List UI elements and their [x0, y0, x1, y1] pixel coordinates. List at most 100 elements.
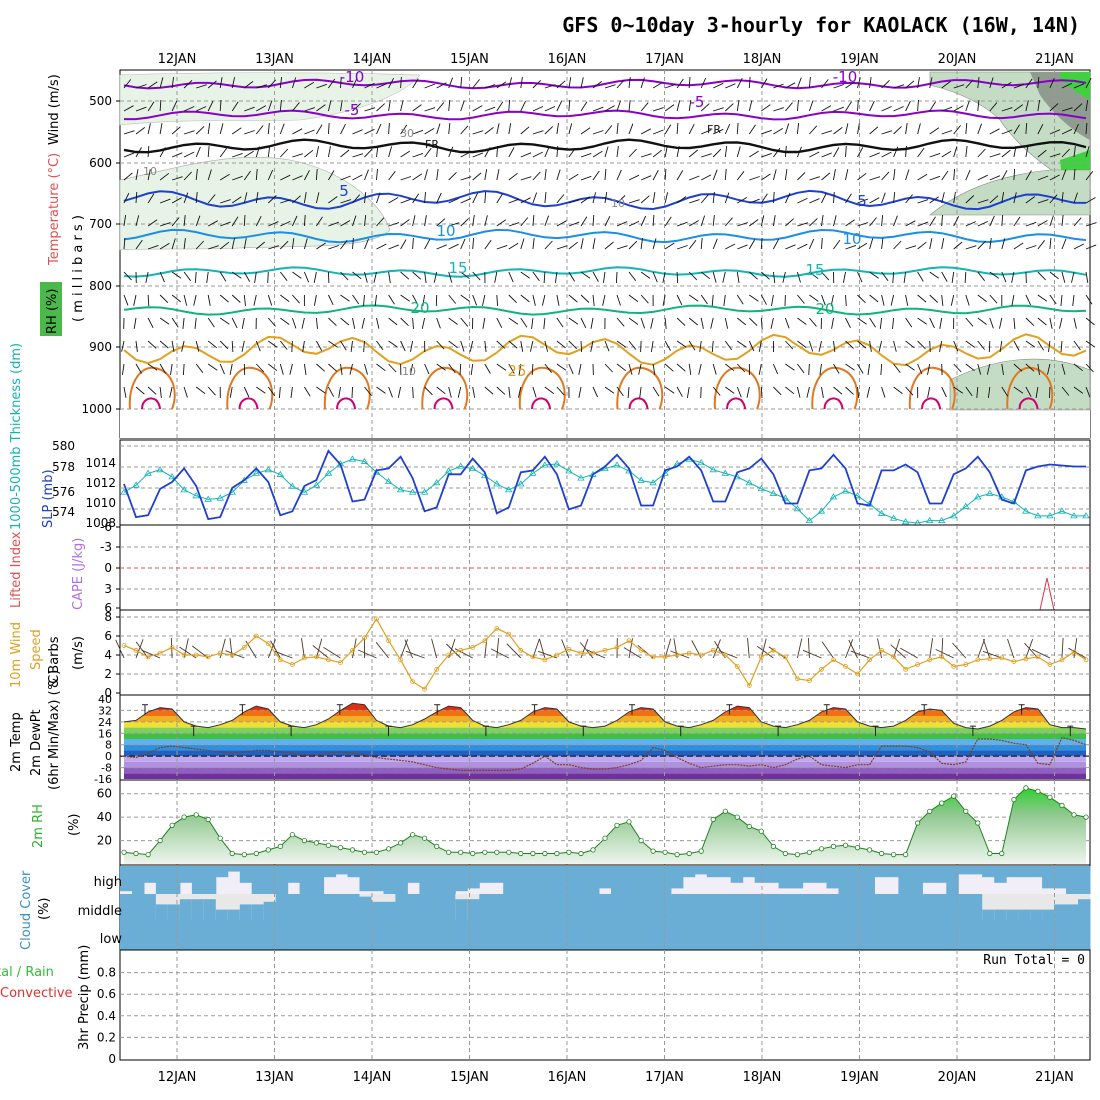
cloud-middle-bar: [347, 894, 360, 920]
wind-barb: [676, 100, 681, 112]
wind-barb: [736, 386, 742, 398]
wind-barb: [232, 152, 243, 158]
wind-barb: [496, 169, 500, 181]
wind-barb: [532, 171, 541, 181]
rh2m-point: [421, 835, 428, 841]
rh2m-point: [265, 847, 271, 853]
thickness-point: [517, 480, 525, 487]
wind-barb: [580, 317, 587, 329]
wind-barb: [941, 271, 948, 282]
cloud-middle-bar: [874, 894, 887, 920]
wind-barb: [797, 294, 805, 304]
cloud-middle-bar: [886, 894, 899, 920]
rh2m-point: [770, 843, 777, 850]
y-tick-label: 500: [89, 94, 112, 108]
wind-barb: [761, 152, 772, 158]
wind10m-point: [289, 662, 295, 667]
wind-barb: [376, 317, 380, 329]
cloud-middle-fill: [1078, 899, 1091, 920]
wind-barb: [724, 340, 733, 351]
cloud-middle-bar: [766, 894, 780, 920]
cloud-low-bar: [778, 920, 792, 950]
wind-barb: [941, 192, 945, 204]
wind-barb: [724, 317, 729, 329]
temp-tick: -8: [101, 762, 112, 775]
cloud-middle-bar: [611, 894, 624, 920]
rh2m-point: [650, 848, 656, 854]
wind-barb: [857, 99, 859, 112]
wind-barb: [159, 172, 170, 181]
cloud-level-label: high: [94, 875, 122, 890]
wind-barb: [327, 271, 330, 284]
wind-barb: [194, 271, 197, 284]
wind-barb: [121, 340, 125, 352]
wind-barb: [241, 317, 245, 329]
wind-barb: [195, 340, 200, 352]
wind-barb: [929, 340, 931, 353]
cloud-low-bar: [874, 920, 887, 950]
wind-barb: [460, 317, 469, 327]
wind-barb: [1037, 100, 1041, 112]
wind-barb: [171, 176, 183, 181]
wind-barb: [196, 106, 207, 112]
wind-barb: [472, 271, 481, 281]
wind-barb: [689, 199, 700, 204]
wind-barb: [304, 129, 315, 135]
thickness-point: [577, 474, 585, 481]
wind-barb: [520, 271, 531, 279]
wind-barb: [640, 238, 643, 250]
rh2m-point: [470, 850, 476, 857]
wind-barb: [327, 294, 334, 306]
wind-barb: [388, 317, 398, 326]
precip-tick: 0.2: [97, 1030, 116, 1044]
wind-barb: [881, 271, 889, 282]
cloud-low-bar: [826, 920, 839, 950]
wind-barb: [796, 271, 801, 283]
wind-barb: [182, 363, 185, 376]
wind-barb: [676, 340, 687, 348]
run-total-label: Run Total = 0: [983, 953, 1085, 968]
wind-barb: [1001, 149, 1011, 158]
wind-barb: [724, 103, 734, 112]
wind-barb: [171, 238, 176, 250]
cloud-high-bar: [838, 866, 851, 894]
wind-barb: [207, 169, 212, 181]
wind-barb: [1037, 76, 1040, 89]
cloud-middle-fill: [167, 904, 181, 920]
rh2m-point: [975, 820, 981, 826]
wind-barb: [133, 317, 137, 329]
wind-barb: [231, 317, 238, 329]
wind-barb: [520, 340, 524, 352]
cloud-low-bar: [311, 920, 325, 950]
wind-barb: [712, 238, 718, 250]
wind-barb: [905, 145, 907, 158]
wind-barb: [1049, 174, 1060, 181]
wind-barb: [1085, 77, 1092, 89]
wind-barb: [388, 340, 398, 348]
wind-barb: [135, 169, 139, 181]
wind-barb: [388, 271, 391, 283]
cloud-low-bar: [371, 920, 384, 950]
wind-barb: [1037, 294, 1048, 302]
cloud-low-bar: [539, 920, 552, 950]
wind-barb: [171, 77, 175, 89]
wind-barb: [388, 171, 396, 181]
wind-barb: [520, 197, 531, 204]
wind-barb: [529, 340, 534, 352]
wind-barb: [640, 340, 642, 353]
wind-barb: [518, 363, 522, 375]
warm-contour: [811, 366, 859, 410]
wind-barb: [388, 222, 400, 227]
wind-barb: [231, 216, 239, 227]
wind-barb: [580, 127, 591, 135]
wind-barb: [532, 238, 535, 250]
cloud-middle-bar: [563, 894, 576, 920]
wind-barb: [1001, 170, 1008, 181]
wind-barb: [833, 127, 843, 135]
wind-barb: [219, 147, 228, 158]
bottom-date-label: 13JAN: [255, 1070, 294, 1085]
wind-barb: [892, 271, 895, 284]
thickness-point: [529, 469, 537, 476]
cloud-low-bar: [706, 920, 720, 950]
wind10m-barb: [454, 648, 473, 659]
